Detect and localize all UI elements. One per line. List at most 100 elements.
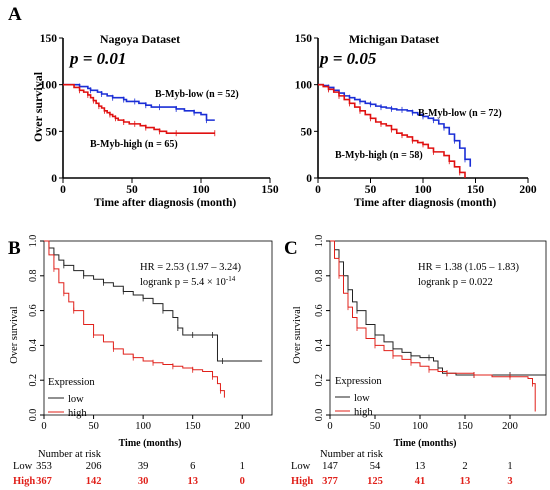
risk-cell: 3	[507, 476, 512, 487]
km-curve-high	[44, 240, 225, 398]
risk-cell: 41	[415, 476, 426, 487]
plot-frame	[329, 240, 547, 416]
x-tick-label: 100	[135, 421, 151, 432]
y-tick-label: 0.4	[28, 339, 39, 352]
risk-cell: 2	[462, 461, 467, 472]
series-label-high: B-Myb-high (n = 65)	[90, 139, 178, 150]
x-axis-label: Time (months)	[119, 438, 182, 449]
hr-label: HR = 2.53 (1.97 – 3.24)	[140, 262, 242, 273]
chart-title: Michigan Dataset	[349, 32, 439, 46]
y-tick-label: 0.4	[314, 339, 325, 352]
y-axis-label: Over survival	[9, 306, 20, 364]
panel-label-b: B	[8, 238, 21, 259]
series-label-low: B-Myb-low (n = 52)	[155, 89, 239, 100]
logrank-label: logrank p = 0.022	[418, 277, 493, 288]
legend-title: Expression	[335, 376, 382, 387]
x-tick-label: 200	[502, 421, 518, 432]
risk-cell: 13	[415, 461, 426, 472]
legend-label-low: low	[68, 394, 84, 405]
x-tick-label: 0	[60, 184, 66, 196]
legend-label-high: high	[68, 408, 87, 419]
x-tick-label: 0	[315, 184, 321, 196]
risk-cell: 125	[367, 476, 383, 487]
y-tick-label: 0.6	[314, 304, 325, 317]
y-tick-label: 0.2	[314, 374, 325, 387]
risk-cell: 206	[86, 461, 102, 472]
x-tick-label: 50	[88, 421, 99, 432]
risk-cell: 147	[322, 461, 338, 472]
risk-cell: 13	[187, 476, 198, 487]
y-tick-label: 150	[295, 33, 313, 45]
y-tick-label: 0	[306, 173, 312, 185]
km-curve-low	[44, 240, 263, 362]
risk-cell: 0	[240, 476, 245, 487]
risk-cell: 30	[138, 476, 149, 487]
risk-cell: 367	[36, 476, 52, 487]
p-value-label: p = 0.05	[318, 49, 377, 68]
x-axis-label: Time after diagnosis (month)	[354, 197, 497, 209]
y-tick-label: 0.0	[28, 409, 39, 422]
risk-cell: 142	[86, 476, 102, 487]
y-tick-label: 0.2	[28, 374, 39, 387]
risk-cell: 6	[190, 461, 195, 472]
panel-label-c: C	[284, 238, 298, 259]
x-tick-label: 100	[414, 184, 432, 196]
x-tick-label: 100	[412, 421, 428, 432]
risk-table-title: Number at risk	[38, 449, 102, 460]
x-tick-label: 200	[519, 184, 537, 196]
y-tick-label: 0.6	[28, 304, 39, 317]
risk-table-title: Number at risk	[320, 449, 384, 460]
x-tick-label: 50	[126, 184, 138, 196]
risk-row-label: High	[291, 476, 313, 487]
risk-cell: 1	[240, 461, 245, 472]
series-label-high: B-Myb-high (n = 58)	[335, 150, 423, 161]
y-tick-label: 0.8	[314, 270, 325, 283]
chart-title: Nagoya Dataset	[100, 32, 180, 46]
risk-cell: 1	[507, 461, 512, 472]
y-axis-label: Over survival	[292, 306, 303, 364]
x-axis-label: Time after diagnosis (month)	[94, 197, 237, 209]
x-tick-label: 200	[234, 421, 250, 432]
y-axis-label: Over survival	[31, 71, 45, 142]
y-tick-label: 100	[295, 80, 313, 92]
risk-row-label: Low	[13, 461, 33, 472]
risk-cell: 377	[322, 476, 338, 487]
y-tick-label: 1.0	[314, 235, 325, 248]
x-tick-label: 150	[261, 184, 279, 196]
legend-title: Expression	[48, 377, 95, 388]
km-curve-high	[330, 240, 536, 412]
y-tick-label: 0	[51, 173, 57, 185]
x-tick-label: 150	[467, 184, 485, 196]
chart-nagoya: 0 50 100 150 0 50 100 150	[40, 33, 279, 196]
y-tick-label: 1.0	[28, 235, 39, 248]
km-curve-b-myb-low	[318, 83, 472, 167]
y-tick-label: 50	[301, 126, 313, 138]
series-label-low: B-Myb-low (n = 72)	[418, 108, 502, 119]
x-tick-label: 50	[365, 184, 377, 196]
logrank-label: logrank p = 5.4 × 10-14	[140, 275, 236, 288]
x-tick-label: 50	[370, 421, 381, 432]
chart-km-b: 0 50 100 150 200 0.0 0.2 0.4 0.6 0.8 1.0 Low 353 206 3…	[13, 235, 273, 487]
y-tick-label: 0.0	[314, 409, 325, 422]
risk-cell: 353	[36, 461, 52, 472]
plot-frame	[43, 240, 273, 416]
y-tick-label: 0.8	[28, 270, 39, 283]
y-tick-label: 50	[46, 126, 58, 138]
x-axis-label: Time (months)	[394, 438, 457, 449]
y-tick-label: 100	[40, 80, 58, 92]
x-tick-label: 100	[192, 184, 210, 196]
hr-label: HR = 1.38 (1.05 – 1.83)	[418, 262, 520, 273]
x-tick-label: 150	[185, 421, 201, 432]
chart-michigan: 0 50 100 150 200 0 50 100 150	[295, 33, 537, 196]
risk-row-label: Low	[291, 461, 311, 472]
risk-cell: 13	[460, 476, 471, 487]
x-tick-label: 0	[327, 421, 332, 432]
x-tick-label: 0	[41, 421, 46, 432]
legend-label-high: high	[354, 407, 373, 418]
panel-label-a: A	[8, 4, 22, 25]
legend-label-low: low	[354, 393, 370, 404]
x-tick-label: 150	[457, 421, 473, 432]
p-value-label: p = 0.01	[68, 49, 126, 68]
